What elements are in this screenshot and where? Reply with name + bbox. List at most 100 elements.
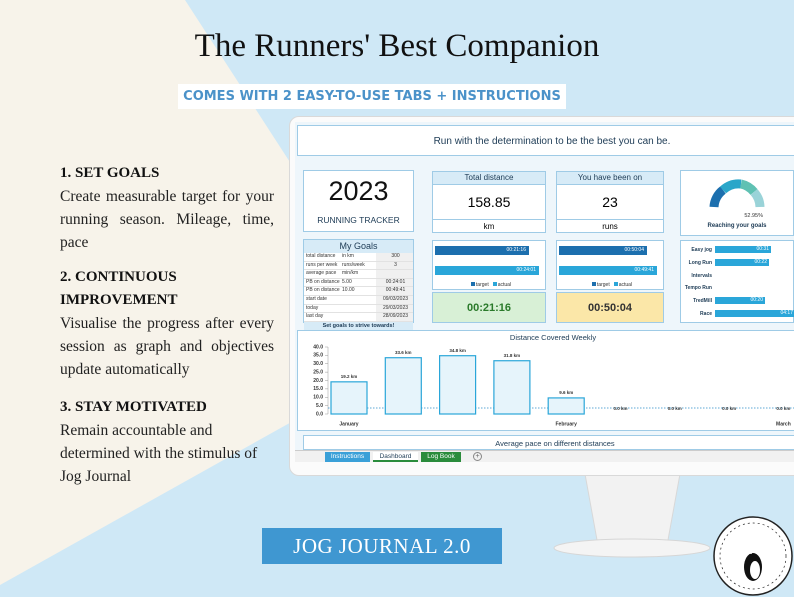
- legend-label: actual: [497, 282, 512, 288]
- run-type-row: Race 04:17: [681, 310, 794, 320]
- run-type-row: Long Run 00:22: [681, 258, 793, 269]
- pace-legend: target actual: [557, 282, 663, 288]
- goal-cell: runs per week: [306, 261, 338, 268]
- y-tick-label: 40.0: [313, 344, 323, 350]
- title: The Runners' Best Companion: [194, 28, 600, 64]
- x-month-label: January: [339, 421, 358, 427]
- gauge-card: 52.95% Reaching your goals: [680, 170, 794, 236]
- goal-cell: min/km: [342, 270, 359, 277]
- goals-card: My Goals total distance in km 300 runs per …: [303, 239, 414, 330]
- y-tick-label: 35.0: [313, 353, 323, 359]
- goal-cell: 5.00: [342, 278, 352, 285]
- monitor-base: [553, 538, 711, 558]
- card-header: You have been on: [557, 172, 663, 185]
- run-type-bar: 00:31: [715, 246, 771, 253]
- goal-cell: start date: [306, 295, 327, 302]
- logo-eye: [750, 552, 752, 554]
- goal-cell: today: [306, 304, 319, 311]
- bar: [439, 355, 477, 415]
- gauge: [709, 179, 765, 208]
- run-type-row: Easy jog 00:31: [681, 246, 793, 256]
- year-card: 2023 RUNNING TRACKER: [303, 170, 414, 232]
- runs-unit: runs: [602, 222, 618, 231]
- weekly-chart: Distance Covered Weekly 0.0 5.0 10.0 15.0 20.…: [313, 333, 794, 427]
- legend-swatch: [613, 282, 618, 286]
- y-tick-label: 5.0: [316, 403, 323, 409]
- run-type-name: Easy jog: [691, 247, 712, 253]
- bar: [330, 381, 368, 415]
- y-tick-label: 25.0: [313, 369, 323, 375]
- y-tick-label: 10.0: [313, 395, 323, 401]
- feature-heading: 1. SET GOALS: [60, 165, 160, 181]
- y-tick-label: 15.0: [313, 386, 323, 392]
- tab[interactable]: Dashboard: [373, 452, 418, 462]
- add-tab[interactable]: +: [473, 452, 482, 461]
- goals-table: total distance in km 300 runs per week runs/…: [304, 253, 413, 322]
- feature-text: Visualise the progress after every sessi…: [60, 315, 274, 378]
- bar-label: 19.2 km: [341, 374, 358, 379]
- run-type-bar: 00:22: [715, 258, 769, 266]
- run-type-row: Tempo Run: [681, 284, 793, 294]
- goal-cell: 00:24:01: [376, 278, 413, 287]
- legend-swatch: [591, 282, 596, 286]
- goal-row: average pace min/km: [304, 270, 413, 279]
- goal-cell: 3: [376, 261, 413, 270]
- runs-card: You have been on 23 runs: [556, 171, 664, 233]
- legend-label: actual: [618, 282, 633, 288]
- run-types-card: Easy jog 00:31 Long Run 00:22 Intervals Tempo…: [680, 240, 794, 323]
- run-type-bar: 04:17: [715, 310, 794, 317]
- cream-panel: [0, 0, 295, 585]
- pace-bar: 00:50:04: [559, 246, 647, 255]
- bar-label: 34.8 km: [449, 348, 466, 353]
- goal-row: start date 09/03/2023: [304, 295, 413, 305]
- run-type-name: Long Run: [688, 259, 712, 266]
- legend-label: target: [596, 282, 610, 288]
- feature-text: Create measurable target for your runnin…: [60, 188, 274, 251]
- run-type-row: Intervals: [681, 272, 793, 282]
- tab[interactable]: Log Book: [421, 452, 461, 462]
- card-header: Total distance: [433, 172, 545, 185]
- tab[interactable]: Instructions: [325, 452, 370, 462]
- gauge-label: Reaching your goals: [707, 223, 767, 229]
- gauge-arc: [739, 179, 758, 196]
- distance-unit: km: [483, 222, 495, 231]
- legend-swatch: [492, 282, 497, 286]
- pace-bar: 00:21:16: [435, 246, 529, 255]
- section-header: Average pace on different distances: [303, 435, 794, 450]
- subtitle: COMES WITH 2 EASY-TO-USE TABS + INSTRUCT…: [178, 84, 566, 109]
- run-type-name: TredMill: [693, 298, 712, 305]
- pace-legend: target actual: [433, 282, 545, 288]
- x-month-label: February: [555, 421, 577, 427]
- goal-row: today 29/03/2023: [304, 304, 413, 314]
- run-type-name: Race: [700, 311, 712, 317]
- chart-title: Distance Covered Weekly: [510, 333, 596, 342]
- goal-cell: 10.00: [342, 287, 355, 294]
- goal-row: PB on distance 15.00 00:24:01: [304, 278, 413, 288]
- year: 2023: [328, 176, 389, 206]
- pace-result: 00:50:04: [556, 292, 664, 323]
- gauge-arc: [719, 179, 742, 194]
- pace-bar: 00:49:41: [559, 266, 657, 275]
- pace-card: 00:50:04 00:49:41 target actual: [556, 240, 664, 290]
- bar-label: 0.0 km: [722, 406, 736, 411]
- bar-label: 0.0 km: [613, 406, 627, 411]
- bar-label: 0.0 km: [776, 406, 790, 411]
- distance-value: 158.85: [433, 185, 545, 220]
- goal-row: PB on distance 210.00 00:49:41: [304, 287, 413, 296]
- goals-title: My Goals: [304, 240, 413, 253]
- pace-card: 00:21:16 00:24:01 target actual: [432, 240, 546, 290]
- screen-banner: Run with the determination to be the bes…: [297, 125, 794, 156]
- goal-cell: [340, 296, 376, 304]
- goal-cell: 29/03/2023: [376, 304, 413, 313]
- runs-value: 23: [557, 185, 663, 220]
- tracker-label: RUNNING TRACKER: [317, 215, 400, 225]
- weekly-chart-card: Distance Covered Weekly 0.0 5.0 10.0 15.0 20.…: [297, 330, 794, 431]
- feature-heading: 3. STAY MOTIVATED: [60, 399, 207, 415]
- goals-footer: Set goals to strive towards!: [304, 321, 413, 330]
- y-tick-label: 0.0: [316, 411, 323, 417]
- logo-penguin: [750, 561, 760, 579]
- goal-row: last day 28/09/2023: [304, 313, 413, 322]
- goal-cell: PB on distance 1: [306, 278, 340, 285]
